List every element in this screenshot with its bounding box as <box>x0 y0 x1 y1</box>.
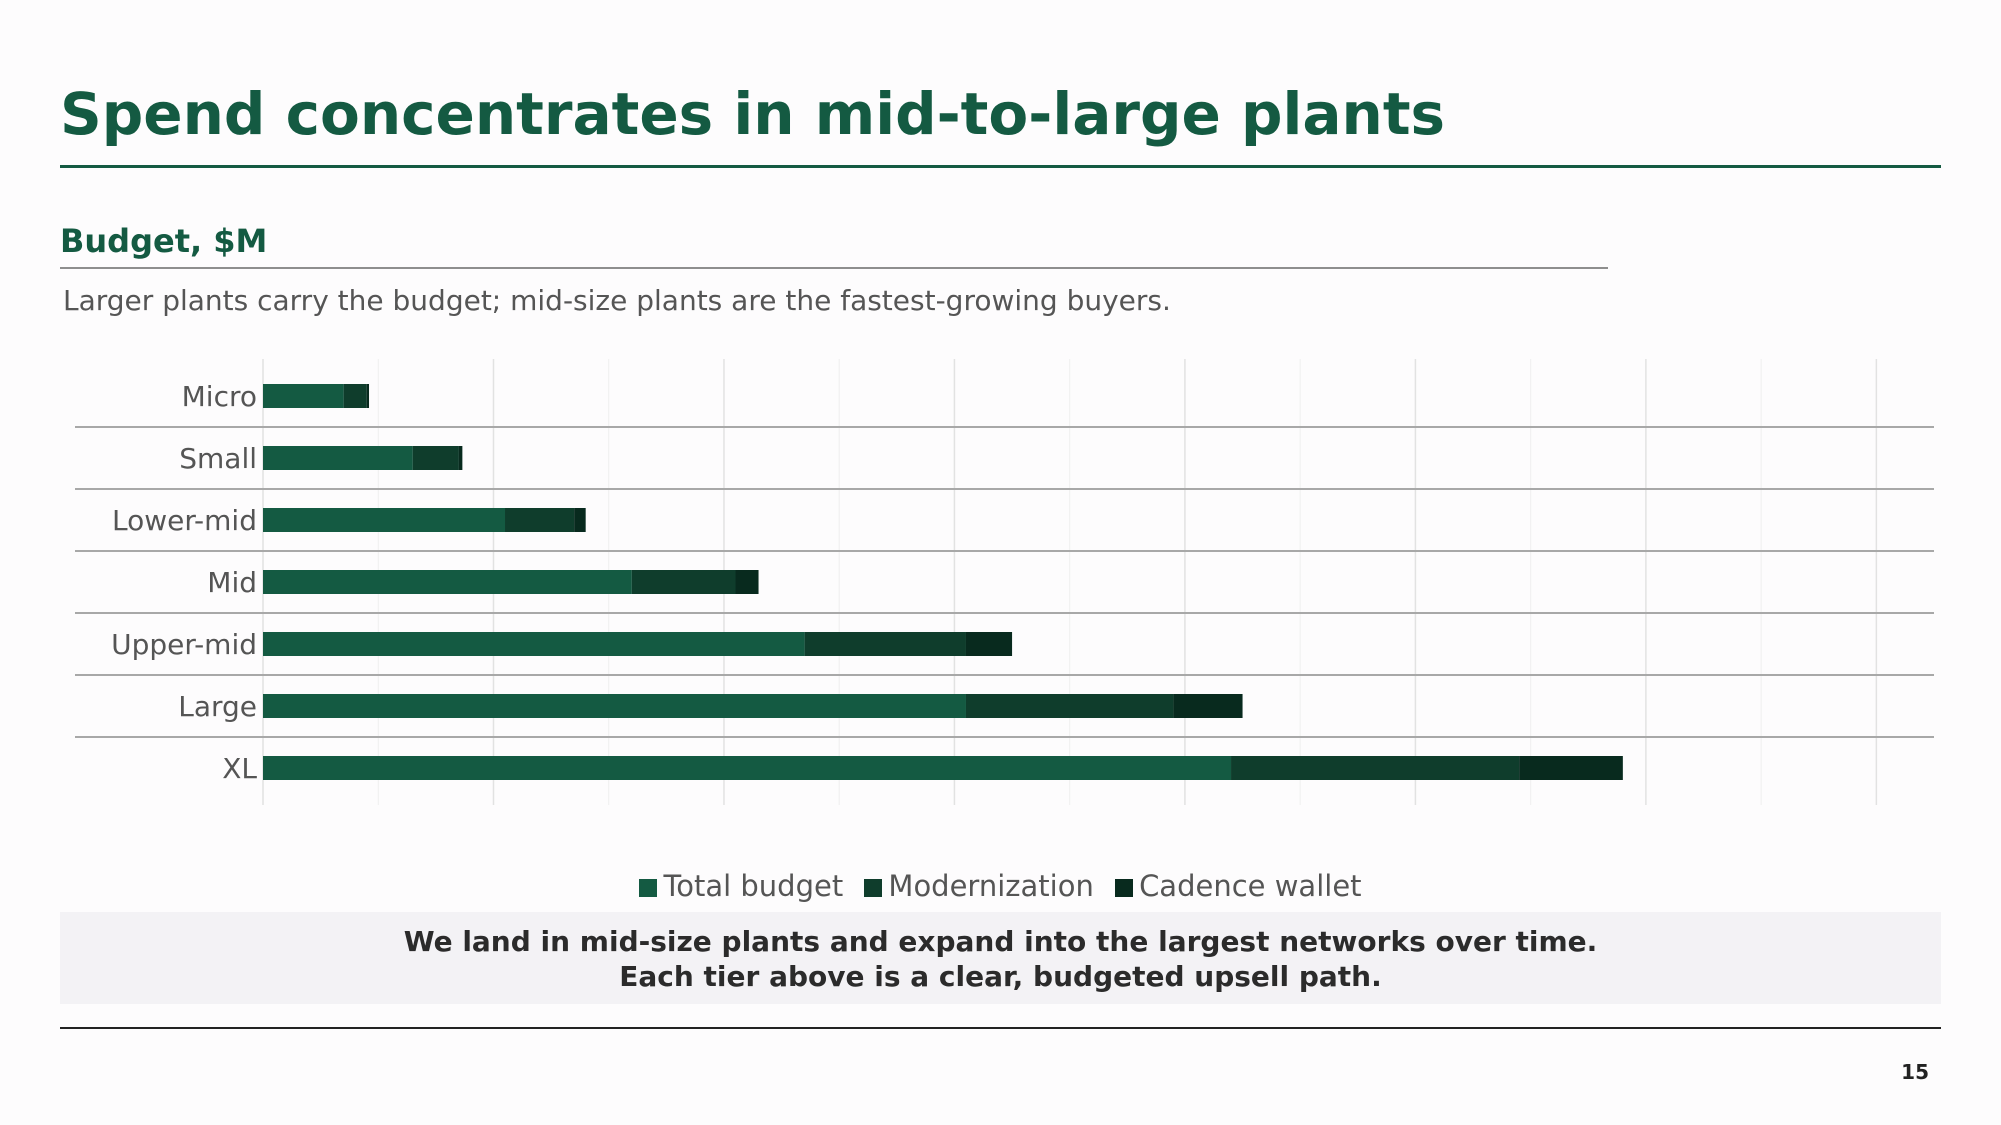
bar-lower-mid-modernization <box>505 508 575 532</box>
y-tick-label-xl: XL <box>222 752 257 785</box>
y-tick-label-mid: Mid <box>207 566 257 599</box>
bar-mid-total-budget <box>263 570 632 594</box>
y-tick-label-micro: Micro <box>182 380 257 413</box>
legend-swatch-total-budget <box>639 879 658 897</box>
bar-small-cadence-wallet <box>458 446 463 470</box>
chart-subtitle: Larger plants carry the budget; mid-size… <box>63 284 1171 317</box>
y-tick-label-large: Large <box>178 690 257 723</box>
slide-title: Spend concentrates in mid-to-large plant… <box>60 80 1446 148</box>
bar-large-modernization <box>965 694 1174 718</box>
legend-swatch-modernization <box>864 879 883 897</box>
x-tick-label-0: 0 <box>254 821 272 825</box>
bar-lower-mid-total-budget <box>263 508 506 532</box>
bar-upper-mid-modernization <box>804 632 966 656</box>
bar-xl-cadence-wallet <box>1519 756 1623 780</box>
callout-line-2: Each tier above is a clear, budgeted ups… <box>619 960 1382 993</box>
bar-xl-modernization <box>1231 756 1520 780</box>
bar-large-cadence-wallet <box>1173 694 1243 718</box>
legend-label-total-budget: Total budget <box>663 869 844 903</box>
x-tick-label-4: 8 <box>1176 821 1194 825</box>
x-tick-label-5: 10 <box>1398 821 1434 825</box>
bar-large-total-budget <box>263 694 966 718</box>
x-tick-label-1: 2 <box>485 821 503 825</box>
callout-line-1: We land in mid-size plants and expand in… <box>403 925 1598 958</box>
y-tick-label-upper-mid: Upper-mid <box>111 628 257 661</box>
footer-divider <box>60 1027 1941 1029</box>
takeaway-callout: We land in mid-size plants and expand in… <box>60 912 1941 1004</box>
bar-micro-total-budget <box>263 384 344 408</box>
chart-legend: Total budget Modernization Cadence walle… <box>0 867 2001 905</box>
legend-label-modernization: Modernization <box>888 869 1094 903</box>
x-tick-label-2: 4 <box>715 821 733 825</box>
x-tick-label-6: 12 <box>1628 821 1664 825</box>
bar-lower-mid-cadence-wallet <box>574 508 586 532</box>
page-number: 15 <box>1901 1060 1929 1084</box>
y-tick-label-lower-mid: Lower-mid <box>112 504 257 537</box>
title-divider <box>60 165 1941 168</box>
x-tick-label-3: 6 <box>946 821 964 825</box>
bar-upper-mid-total-budget <box>263 632 805 656</box>
legend-item-cadence-wallet: Cadence wallet <box>1115 867 1362 905</box>
x-tick-label-7: 14 <box>1859 821 1895 825</box>
bar-micro-cadence-wallet <box>366 384 370 408</box>
section-divider <box>60 267 1608 269</box>
bar-chart: Micro Small Lower-mid Mid Upper-mid Large XL 0 2… <box>75 359 1934 825</box>
bar-upper-mid-cadence-wallet <box>965 632 1013 656</box>
bar-small-total-budget <box>263 446 413 470</box>
section-label: Budget, $M <box>60 222 268 260</box>
bar-small-modernization <box>412 446 459 470</box>
bar-micro-modernization <box>343 384 367 408</box>
legend-swatch-cadence-wallet <box>1115 879 1134 897</box>
bar-mid-cadence-wallet <box>735 570 759 594</box>
bar-mid-modernization <box>631 570 736 594</box>
bar-xl-total-budget <box>263 756 1232 780</box>
y-tick-label-small: Small <box>179 442 257 475</box>
legend-item-modernization: Modernization <box>864 867 1094 905</box>
legend-label-cadence-wallet: Cadence wallet <box>1139 869 1362 903</box>
legend-item-total-budget: Total budget <box>639 867 843 905</box>
